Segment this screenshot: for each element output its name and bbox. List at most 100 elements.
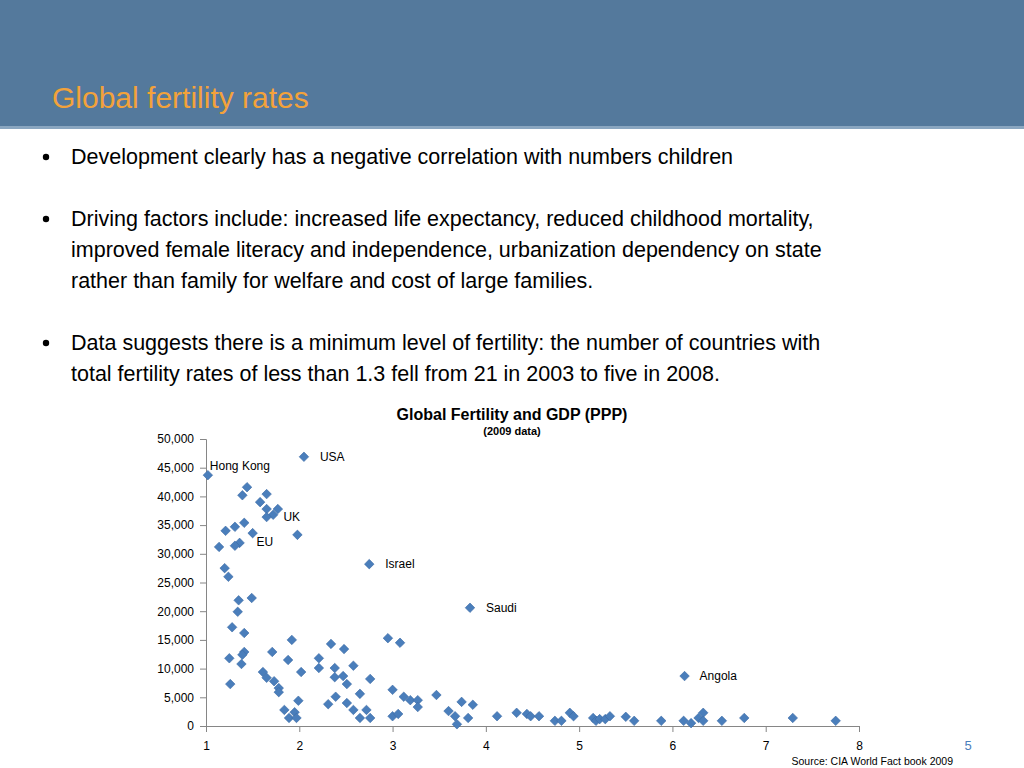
y-tick: 30,000 [157, 547, 206, 561]
point [287, 635, 297, 645]
point [605, 711, 615, 721]
header-rule [0, 126, 1024, 129]
x-tick-mark [859, 726, 860, 732]
point [395, 638, 405, 648]
x-tick-mark [766, 726, 767, 732]
bullet-text: Driving factors include: increased life … [71, 207, 814, 231]
point [339, 644, 349, 654]
point [255, 497, 265, 507]
bullet-text: total fertility rates of less than 1.3 f… [71, 362, 720, 386]
point [621, 712, 631, 722]
bullet-text: Development clearly has a negative corre… [71, 145, 733, 169]
point [432, 690, 442, 700]
point [238, 490, 248, 500]
x-tick: 6 [670, 726, 677, 753]
point-label: UK [283, 510, 300, 524]
point-label: Hong Kong [210, 459, 270, 473]
point [239, 628, 249, 638]
chart-title: Global Fertility and GDP (PPP) [397, 406, 628, 423]
y-tick-label: 5,000 [164, 691, 194, 705]
bullet-text: Data suggests there is a minimum level o… [71, 331, 820, 355]
x-tick-label: 2 [296, 739, 303, 753]
point [342, 679, 352, 689]
point [283, 655, 293, 665]
y-tick-label: 40,000 [157, 490, 194, 504]
y-tick-label: 45,000 [157, 461, 194, 475]
point [365, 713, 375, 723]
point [686, 718, 696, 728]
y-tick: 45,000 [157, 461, 206, 475]
y-tick-label: 15,000 [157, 633, 194, 647]
y-tick: 5,000 [164, 691, 206, 705]
point [237, 659, 247, 669]
point [831, 716, 841, 726]
y-tick: 20,000 [157, 605, 206, 619]
y-tick-mark [200, 496, 206, 497]
y-tick-mark [200, 439, 206, 440]
y-tick: 50,000 [157, 432, 206, 446]
point [342, 698, 352, 708]
slide-title: Global fertility rates [52, 81, 309, 114]
y-tick-label: 50,000 [157, 432, 194, 446]
point [330, 663, 340, 673]
y-tick: 35,000 [157, 518, 206, 532]
point [296, 667, 306, 677]
point [393, 709, 403, 719]
point [294, 696, 304, 706]
point [457, 697, 467, 707]
point [239, 518, 249, 528]
point [557, 716, 567, 726]
y-tick-label: 25,000 [157, 576, 194, 590]
point [355, 689, 365, 699]
point [388, 685, 398, 695]
y-tick: 25,000 [157, 576, 206, 590]
points [203, 452, 840, 729]
y-tick-mark [200, 583, 206, 584]
point [413, 702, 423, 712]
point [314, 663, 324, 673]
point [214, 542, 224, 552]
x-axis-line [207, 727, 860, 733]
y-tick-mark [200, 554, 206, 555]
x-tick: 3 [390, 726, 397, 753]
point [349, 661, 359, 671]
point [569, 711, 579, 721]
x-tick: 2 [296, 726, 303, 753]
point [355, 713, 365, 723]
point [323, 699, 333, 709]
point [242, 482, 252, 492]
point [233, 607, 243, 617]
point [463, 713, 473, 723]
chart: Global Fertility and GDP (PPP)(2009 data… [157, 406, 863, 753]
point-label: EU [257, 535, 274, 549]
y-axis: 0 5,000 10,000 15,000 20,000 25,000 30,000 35,0… [157, 432, 206, 733]
x-tick: 5 [576, 726, 583, 753]
point [230, 541, 240, 551]
y-tick-label: 30,000 [157, 547, 194, 561]
point-label: Israel [385, 557, 414, 571]
y-tick-mark [200, 611, 206, 612]
point [698, 716, 708, 726]
y-tick: 40,000 [157, 490, 206, 504]
point [465, 603, 475, 613]
y-tick: 0 [187, 719, 206, 733]
point [629, 716, 639, 726]
y-tick: 10,000 [157, 662, 206, 676]
bullet-dot [43, 216, 49, 222]
point [383, 633, 393, 643]
point [656, 716, 666, 726]
point [717, 716, 727, 726]
point [452, 720, 462, 730]
point [331, 692, 341, 702]
point [262, 489, 272, 499]
point [330, 672, 340, 682]
point [274, 687, 284, 697]
point [292, 713, 302, 723]
point [247, 593, 257, 603]
point [224, 572, 234, 582]
y-tick-mark [200, 525, 206, 526]
x-tick-mark [486, 726, 487, 732]
y-tick-label: 10,000 [157, 662, 194, 676]
point [680, 671, 690, 681]
point [450, 711, 460, 721]
